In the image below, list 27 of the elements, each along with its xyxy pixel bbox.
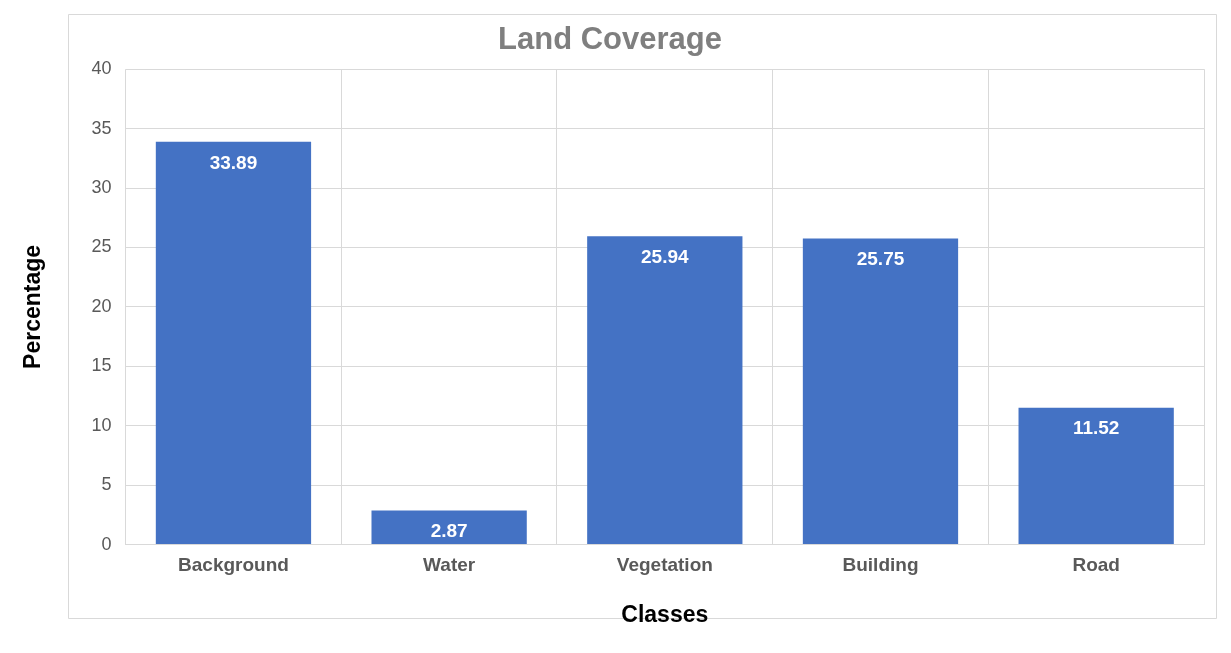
y-tick-label: 15: [91, 355, 112, 376]
bar: [1018, 407, 1174, 545]
data-label: 11.52: [1072, 417, 1120, 439]
x-tick-label: Water: [423, 554, 476, 576]
y-tick-label: 0: [101, 533, 112, 554]
y-tick-label: 25: [91, 236, 112, 257]
chart-title: Land Coverage: [498, 21, 722, 57]
x-tick-label: Building: [842, 554, 919, 576]
y-tick-label: 20: [91, 295, 112, 316]
data-label: 25.75: [856, 248, 905, 270]
data-label: 2.87: [430, 520, 468, 542]
x-axis-title: Classes: [621, 600, 709, 627]
y-tick-label: 35: [91, 117, 112, 138]
y-tick-label: 40: [91, 58, 112, 79]
y-tick-label: 5: [101, 474, 112, 495]
bar: [155, 141, 312, 545]
bar: [802, 238, 959, 545]
y-axis-title: Percentage: [19, 244, 46, 369]
bar: [371, 510, 527, 545]
y-tick-label: 30: [91, 177, 112, 198]
x-tick-label: Vegetation: [616, 554, 713, 576]
x-tick-label: Road: [1072, 554, 1120, 576]
data-label: 33.89: [209, 151, 258, 173]
y-tick-label: 10: [91, 414, 112, 435]
data-label: 25.94: [641, 246, 690, 268]
x-tick-label: Background: [178, 554, 289, 576]
bar: [587, 236, 743, 545]
